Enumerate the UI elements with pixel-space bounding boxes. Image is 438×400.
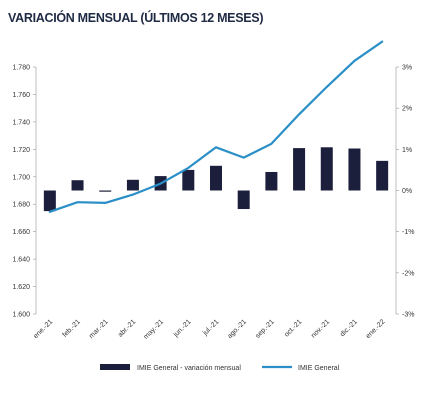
legend-bar-swatch <box>100 364 130 370</box>
chart-title: VARIACIÓN MENSUAL (ÚLTIMOS 12 MESES) <box>8 11 264 25</box>
bar <box>99 190 112 192</box>
bar <box>43 190 56 212</box>
left-tick-label: 1.760 <box>12 92 30 99</box>
line-series <box>48 40 384 213</box>
left-tick-label: 1.740 <box>12 119 30 126</box>
left-tick-label: 1.620 <box>12 284 30 291</box>
x-axis: ene.-21 feb.-21 mar.-21 abr.-21 may.-21 jun.-… <box>33 318 387 341</box>
x-tick-label: ago.-21 <box>226 318 248 340</box>
x-tick-label: dic.-21 <box>339 318 359 338</box>
x-tick-label: ene.-22 <box>365 318 387 340</box>
bar-series <box>43 147 389 212</box>
x-tick-label: mar.-21 <box>88 318 110 340</box>
x-tick-label: jul.-21 <box>201 318 220 337</box>
bar <box>210 165 222 191</box>
right-tick-label: -1% <box>402 229 414 236</box>
line-path <box>48 40 384 213</box>
right-tick-label: 1% <box>402 147 412 154</box>
left-axis: 1.600 1.620 1.640 1.660 1.680 1.700 1.720 1.740… <box>12 65 36 319</box>
bar <box>265 171 278 191</box>
bar <box>348 148 361 191</box>
right-tick-label: 0% <box>402 188 412 195</box>
x-tick-label: sep.-21 <box>254 318 276 340</box>
legend: IMIE General - variación mensual IMIE Ge… <box>100 364 340 372</box>
bar <box>376 160 389 191</box>
x-tick-label: nov.-21 <box>310 318 331 339</box>
bar <box>182 169 195 191</box>
x-tick-label: ene.-21 <box>33 318 55 340</box>
legend-line-label: IMIE General <box>298 365 340 372</box>
left-tick-label: 1.700 <box>12 174 30 181</box>
x-tick-label: abr.-21 <box>117 318 137 338</box>
left-tick-label: 1.680 <box>12 202 30 209</box>
plot-frame <box>35 67 397 314</box>
bar <box>320 147 333 191</box>
x-tick-label: jun.-21 <box>172 318 193 339</box>
right-axis: -3% -2% -1% 0% 1% 2% 3% <box>396 65 414 319</box>
bar <box>237 190 250 210</box>
right-tick-label: -2% <box>402 270 414 277</box>
right-tick-label: -3% <box>402 312 414 319</box>
x-tick-label: oct.-21 <box>283 318 303 338</box>
bar <box>71 180 84 191</box>
bar <box>126 179 139 191</box>
legend-bar-label: IMIE General - variación mensual <box>137 365 241 372</box>
bar <box>293 148 306 191</box>
x-tick-label: feb.-21 <box>62 318 82 338</box>
left-tick-label: 1.600 <box>12 312 30 319</box>
left-tick-label: 1.640 <box>12 257 30 264</box>
right-tick-label: 2% <box>402 106 412 113</box>
right-tick-label: 3% <box>402 65 412 72</box>
left-tick-label: 1.720 <box>12 147 30 154</box>
left-tick-label: 1.780 <box>12 65 30 72</box>
left-tick-label: 1.660 <box>12 229 30 236</box>
x-tick-label: may.-21 <box>143 318 166 341</box>
